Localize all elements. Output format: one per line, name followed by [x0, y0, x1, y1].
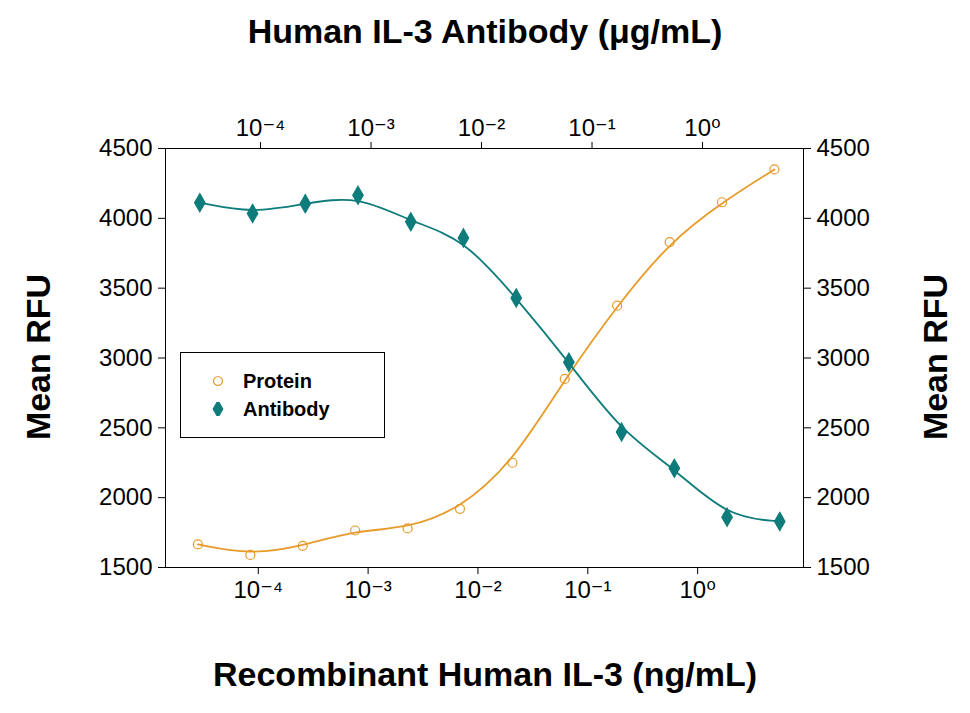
svg-text:2500: 2500 — [99, 414, 152, 441]
svg-text:10⁻³: 10⁻³ — [347, 114, 394, 141]
svg-text:3000: 3000 — [817, 344, 870, 371]
svg-text:4500: 4500 — [99, 134, 152, 161]
svg-text:4000: 4000 — [99, 204, 152, 231]
svg-text:10⁰: 10⁰ — [679, 576, 715, 603]
svg-text:10⁻³: 10⁻³ — [344, 576, 391, 603]
html-text:Recombinant Human IL-3 (ng/mL): Recombinant Human IL-3 (ng/mL) — [213, 655, 757, 693]
svg-text:10⁻²: 10⁻² — [458, 114, 505, 141]
svg-text:10⁻⁴: 10⁻⁴ — [233, 576, 283, 603]
svg-text:1500: 1500 — [817, 553, 870, 580]
svg-text:10⁻¹: 10⁻¹ — [568, 114, 615, 141]
svg-text:2000: 2000 — [99, 483, 152, 510]
html-text:Mean RFU: Mean RFU — [18, 273, 57, 441]
svg-text:10⁻⁴: 10⁻⁴ — [236, 114, 286, 141]
svg-text:1500: 1500 — [99, 553, 152, 580]
svg-text:2000: 2000 — [817, 483, 870, 510]
svg-text:4000: 4000 — [817, 204, 870, 231]
html-text:Human IL-3 Antibody (μg/mL): Human IL-3 Antibody (μg/mL) — [247, 12, 723, 50]
html-text:Antibody: Antibody — [243, 397, 330, 420]
svg-text:10⁻²: 10⁻² — [454, 576, 501, 603]
svg-text:10⁰: 10⁰ — [684, 114, 720, 141]
svg-text:3500: 3500 — [817, 274, 870, 301]
html-text:Mean RFU: Mean RFU — [915, 273, 954, 441]
svg-text:3500: 3500 — [99, 274, 152, 301]
svg-text:4500: 4500 — [817, 134, 870, 161]
svg-text:2500: 2500 — [817, 414, 870, 441]
svg-text:10⁻¹: 10⁻¹ — [564, 576, 611, 603]
html-text:Protein: Protein — [243, 369, 312, 392]
svg-text:3000: 3000 — [99, 344, 152, 371]
